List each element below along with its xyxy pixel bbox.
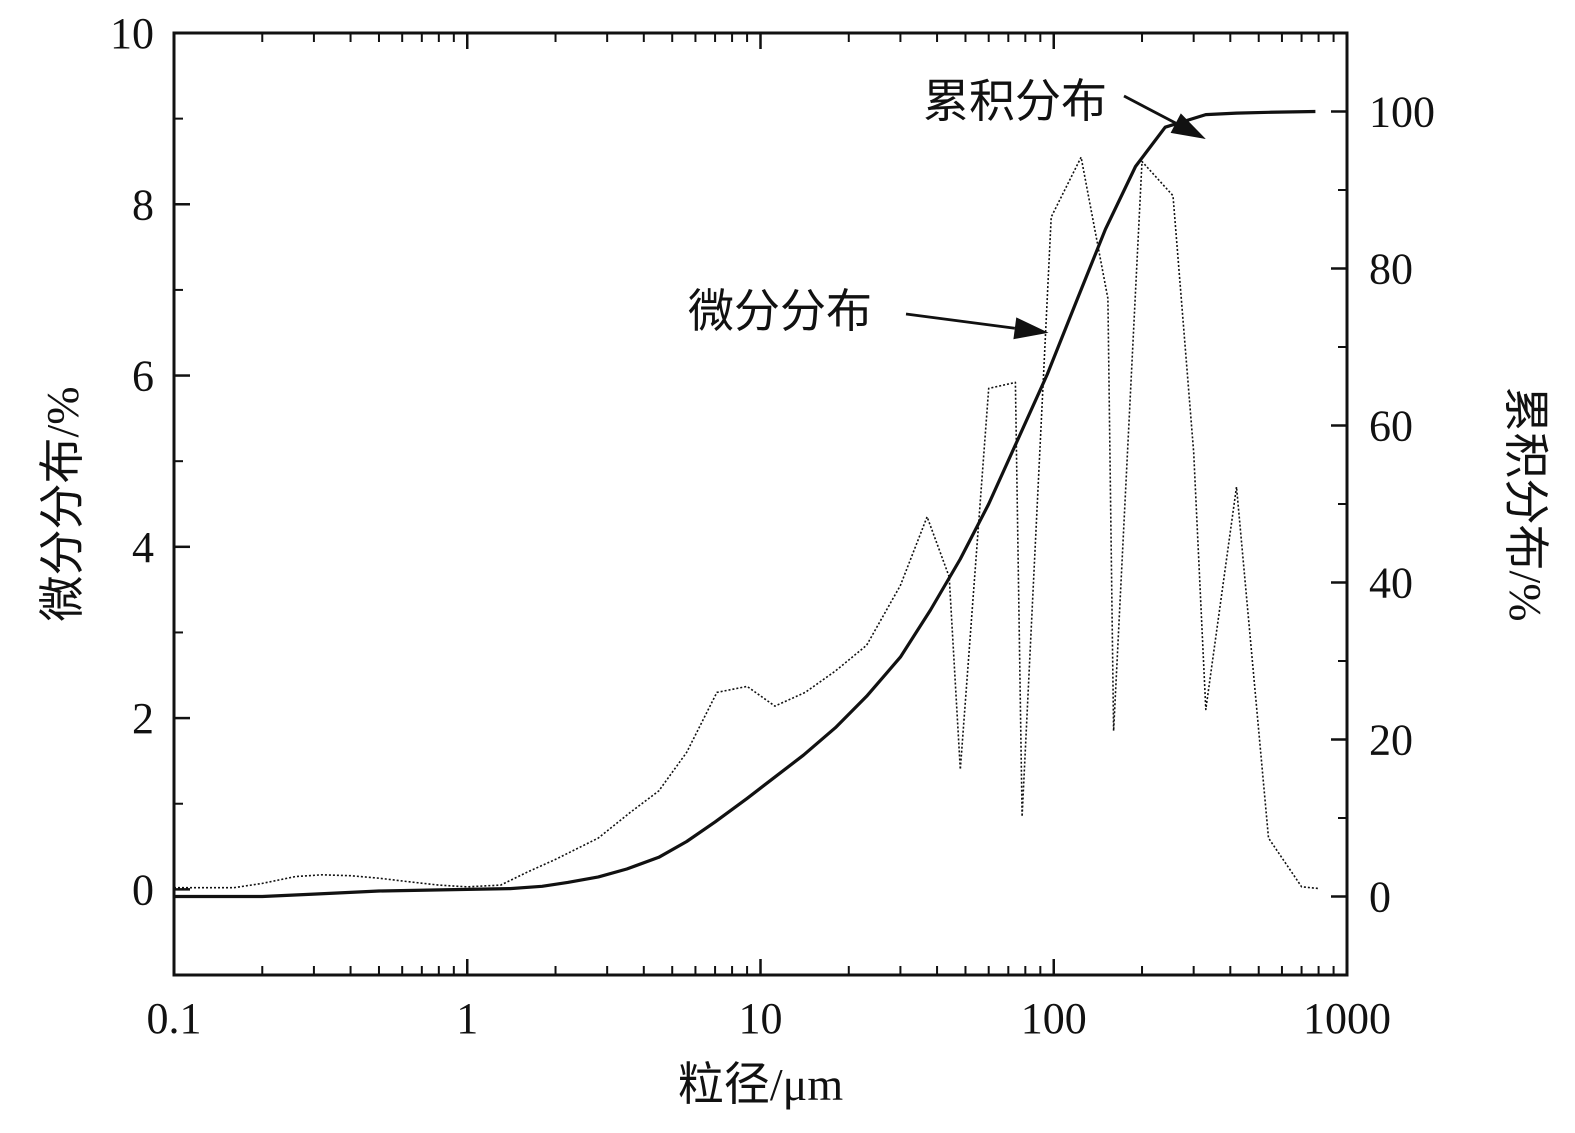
y-right-tick-label: 60 — [1369, 402, 1413, 451]
plot-frame — [172, 31, 1349, 977]
annotation-cumulative-arrow — [1123, 94, 1206, 139]
annotation-differential-label: 微分分布 — [688, 286, 872, 337]
x-tick-label: 100 — [1021, 994, 1087, 1043]
arrow-head — [1170, 113, 1206, 139]
arrow-shaft — [905, 312, 1016, 330]
differential-distribution-line — [174, 156, 1319, 890]
cumulative-distribution-line — [174, 109, 1316, 899]
y-left-tick-label: 0 — [132, 865, 154, 914]
y-left-tick-label: 6 — [132, 352, 154, 401]
y-right-tick-label: 80 — [1369, 245, 1413, 294]
y-left-tick-label: 4 — [132, 523, 154, 572]
arrow-shaft — [1123, 94, 1177, 125]
y-right-tick-label: 20 — [1369, 716, 1413, 765]
annotation-differential-arrow — [905, 312, 1049, 340]
y-right-tick-label: 0 — [1369, 873, 1391, 922]
y-left-tick-label: 8 — [132, 180, 154, 229]
x-tick-label: 1 — [456, 994, 478, 1043]
y-left-tick-label: 2 — [132, 694, 154, 743]
arrow-head — [1013, 317, 1049, 340]
x-tick-label: 10 — [739, 994, 783, 1043]
x-axis-title: 粒径/μm — [678, 1059, 843, 1110]
y-right-tick-label: 40 — [1369, 559, 1413, 608]
y-right-tick-label: 100 — [1369, 88, 1435, 137]
y-axis-right-title: 累积分布/% — [1500, 386, 1551, 621]
y-axis-left-title: 微分分布/% — [37, 386, 88, 621]
x-tick-label: 0.1 — [147, 994, 202, 1043]
y-left-tick-label: 10 — [110, 9, 154, 58]
x-tick-label: 1000 — [1303, 994, 1391, 1043]
annotation-cumulative-label: 累积分布 — [923, 76, 1107, 127]
